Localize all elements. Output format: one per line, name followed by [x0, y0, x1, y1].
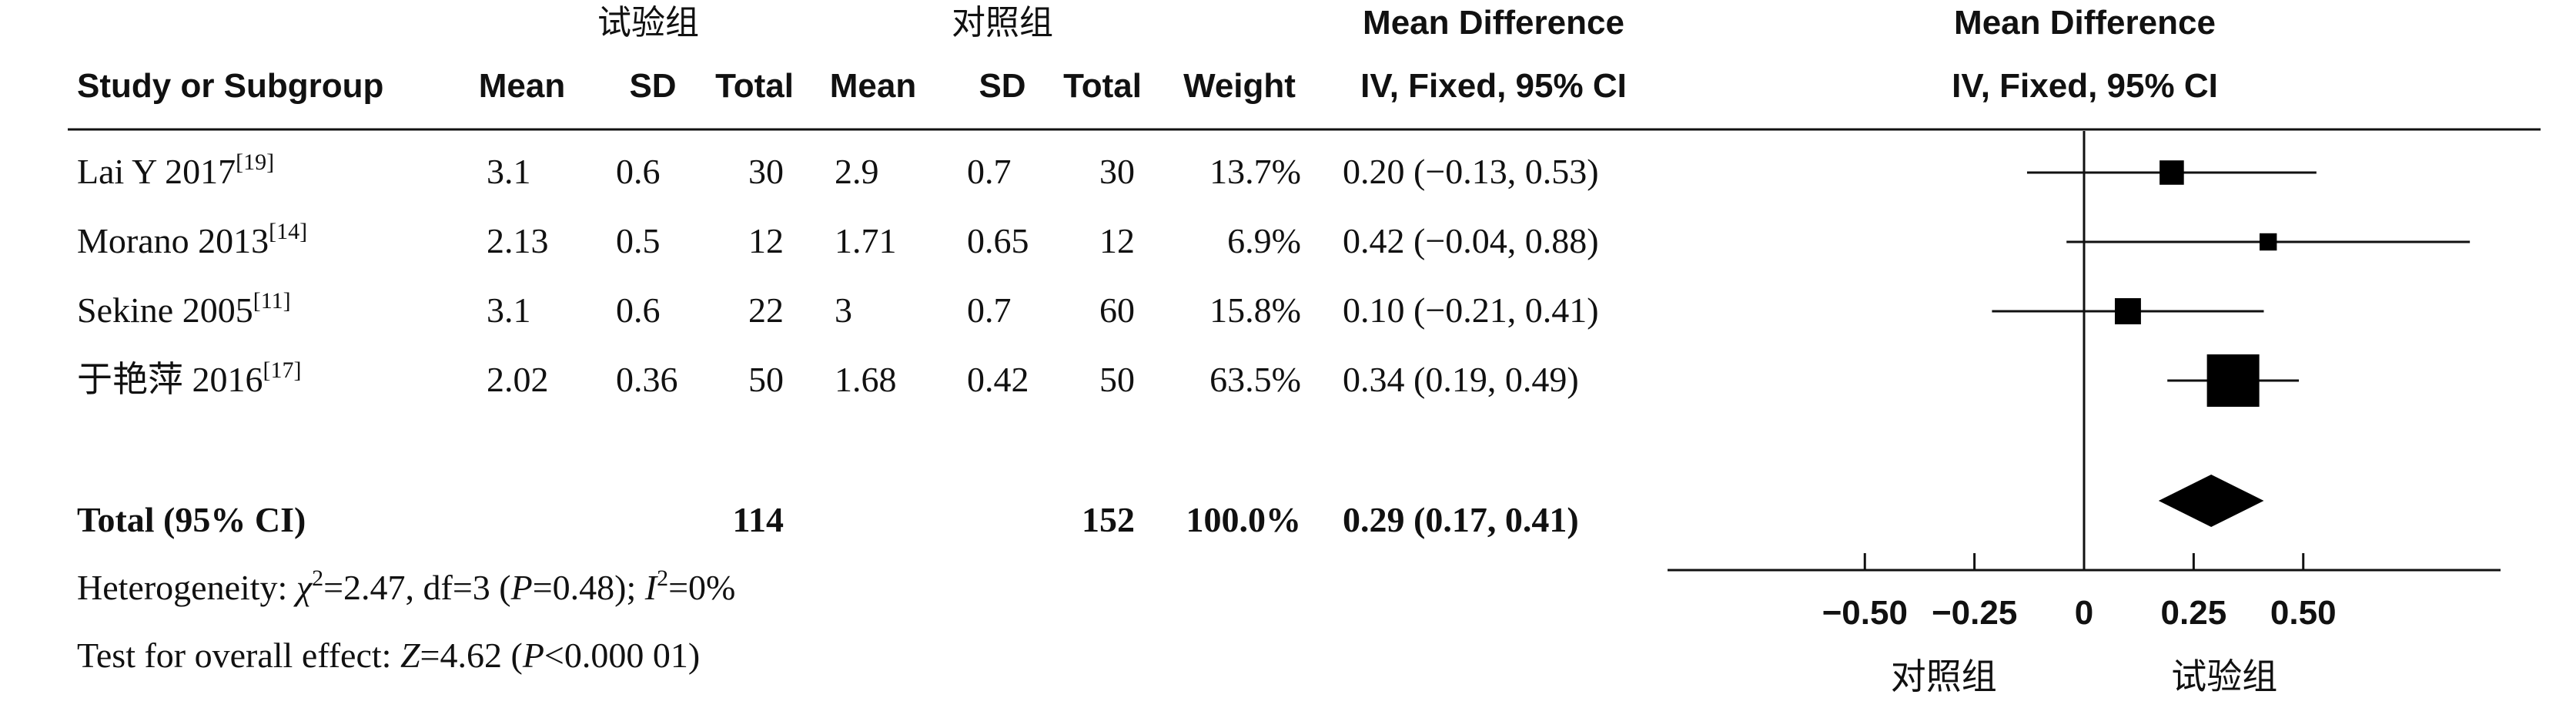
study-sd1: 0.36 [616, 360, 678, 399]
study-weight: 13.7% [1209, 152, 1301, 191]
study-total2: 12 [1099, 221, 1135, 260]
study-sd2: 0.65 [967, 221, 1029, 260]
col-mean1: Mean [479, 67, 565, 105]
heterogeneity-text: Heterogeneity: χ2=2.47, df=3 (P=0.48); I… [77, 565, 735, 607]
total-total1: 114 [733, 500, 784, 539]
study-weight-square [2114, 298, 2141, 324]
study-weight-square [2159, 160, 2184, 185]
study-name: 于艳萍 2016[17] [77, 357, 301, 399]
study-sd1: 0.5 [616, 221, 661, 260]
total-label: Total (95% CI) [77, 500, 306, 539]
col-ci: IV, Fixed, 95% CI [1360, 67, 1627, 105]
study-ci-text: 0.42 (−0.04, 0.88) [1343, 221, 1599, 260]
study-name: Lai Y 2017[19] [77, 149, 274, 191]
study-sd1: 0.6 [616, 290, 661, 330]
study-total2: 30 [1099, 152, 1135, 191]
col-weight: Weight [1183, 67, 1296, 105]
study-mean2: 1.68 [835, 360, 897, 399]
study-total1: 22 [748, 290, 784, 330]
favours-control-label: 对照组 [1891, 656, 1997, 697]
study-row: Morano 2013[14] 2.13 0.5 12 1.71 0.65 12 6.9% 0.… [77, 219, 1599, 260]
study-total2: 60 [1099, 290, 1135, 330]
group2-header: 对照组 [952, 3, 1053, 42]
total-row: Total (95% CI) 114 152 100.0% 0.29 (0.17… [77, 500, 1579, 539]
study-mean2: 2.9 [835, 152, 879, 191]
col-total2: Total [1063, 67, 1142, 105]
study-sd2: 0.7 [967, 290, 1012, 330]
col-total1: Total [715, 67, 794, 105]
study-weight-square [2259, 233, 2277, 251]
total-ci: 0.29 (0.17, 0.41) [1343, 500, 1579, 539]
study-ci-text: 0.20 (−0.13, 0.53) [1343, 152, 1599, 191]
study-weight: 63.5% [1209, 360, 1301, 399]
study-total1: 50 [748, 360, 784, 399]
study-row: Sekine 2005[11] 3.1 0.6 22 3 0.7 60 15.8% 0.10 (… [77, 288, 1599, 330]
md-title: Mean Difference [1363, 4, 1624, 42]
study-sd2: 0.42 [967, 360, 1029, 399]
study-mean1: 2.02 [487, 360, 549, 399]
col-mean2: Mean [830, 67, 916, 105]
study-sd2: 0.7 [967, 152, 1012, 191]
plot-title: Mean Difference [1954, 4, 2216, 42]
study-row: Lai Y 2017[19] 3.1 0.6 30 2.9 0.7 30 13.7% 0.20 … [77, 149, 1599, 191]
x-axis-ticks: −0.50 −0.25 0 0.25 0.50 [1822, 553, 2337, 632]
pooled-diamond [2158, 475, 2264, 527]
study-total2: 50 [1099, 360, 1135, 399]
favours-treatment-label: 试验组 [2171, 656, 2277, 697]
study-row: 于艳萍 2016[17] 2.02 0.36 50 1.68 0.42 50 63.5% 0.3… [77, 357, 1579, 399]
col-sd1: SD [629, 67, 676, 105]
plot-subtitle: IV, Fixed, 95% CI [1952, 67, 2218, 105]
x-tick-label: 0 [2075, 594, 2093, 632]
study-mean1: 2.13 [487, 221, 549, 260]
col-sd2: SD [979, 67, 1025, 105]
study-name: Sekine 2005[11] [77, 288, 291, 330]
study-mean2: 3 [835, 290, 852, 330]
group1-header: 试验组 [597, 3, 699, 42]
study-mean1: 3.1 [487, 290, 531, 330]
study-total1: 30 [748, 152, 784, 191]
overall-effect-text: Test for overall effect: Z=4.62 (P<0.000… [77, 636, 700, 675]
study-total1: 12 [748, 221, 784, 260]
study-ci-text: 0.10 (−0.21, 0.41) [1343, 290, 1599, 330]
study-mean1: 3.1 [487, 152, 531, 191]
study-name: Morano 2013[14] [77, 219, 307, 260]
x-tick-label: 0.25 [2161, 594, 2227, 632]
col-study: Study or Subgroup [77, 67, 383, 105]
study-weight: 6.9% [1227, 221, 1301, 260]
study-weight-square [2206, 354, 2260, 407]
study-sd1: 0.6 [616, 152, 661, 191]
forest-area: −0.50 −0.25 0 0.25 0.50 [1668, 131, 2501, 632]
study-mean2: 1.71 [835, 221, 897, 260]
study-rows: Lai Y 2017[19] 3.1 0.6 30 2.9 0.7 30 13.7% 0.20 … [77, 149, 1599, 399]
x-tick-label: 0.50 [2270, 594, 2337, 632]
x-tick-label: −0.50 [1822, 594, 1908, 632]
total-total2: 152 [1082, 500, 1135, 539]
study-weight: 15.8% [1209, 290, 1301, 330]
study-ci-text: 0.34 (0.19, 0.49) [1343, 360, 1579, 399]
total-weight: 100.0% [1186, 500, 1302, 539]
study-marks [1992, 160, 2471, 407]
x-tick-label: −0.25 [1932, 594, 2017, 632]
